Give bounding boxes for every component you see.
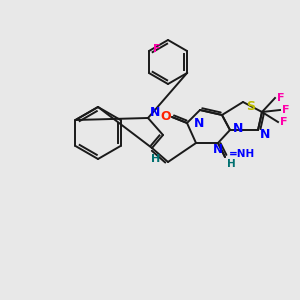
Text: O: O — [161, 110, 171, 122]
Text: N: N — [194, 117, 204, 130]
Text: F: F — [282, 105, 290, 115]
Text: H: H — [152, 154, 160, 164]
Text: S: S — [246, 100, 255, 112]
Text: F: F — [277, 93, 284, 103]
Text: H: H — [227, 159, 236, 169]
Text: N: N — [213, 143, 223, 156]
Text: F: F — [153, 44, 160, 54]
Text: N: N — [260, 128, 270, 142]
Text: =NH: =NH — [229, 149, 255, 159]
Text: N: N — [150, 106, 160, 119]
Text: N: N — [233, 122, 243, 136]
Text: F: F — [280, 117, 287, 127]
